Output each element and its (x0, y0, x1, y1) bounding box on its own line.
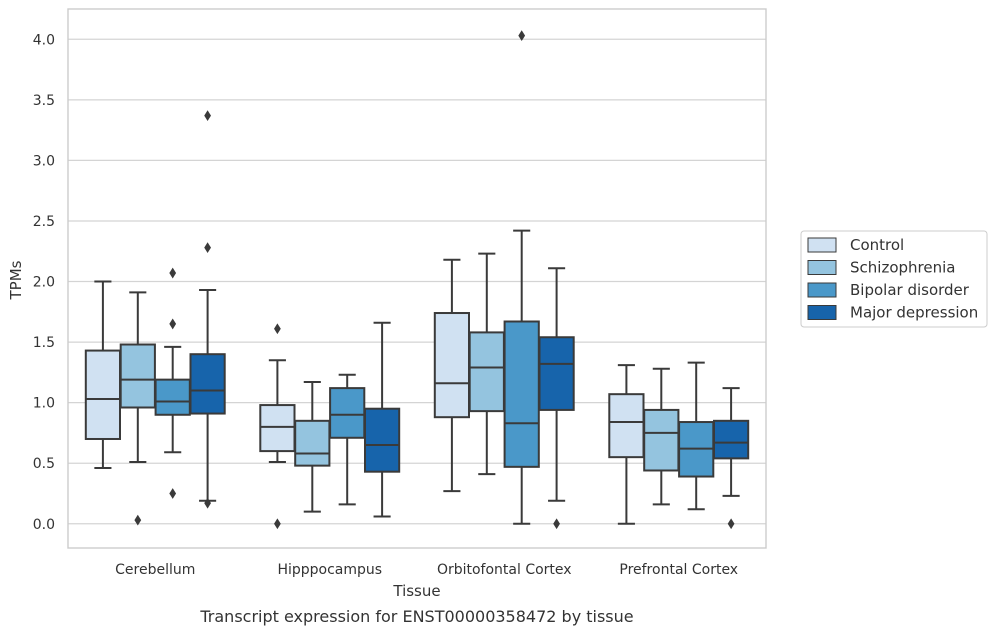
legend-swatch (807, 282, 837, 298)
y-tick-label: 0.0 (33, 517, 55, 533)
box-body (189, 353, 226, 415)
x-tick-label: Hipppocampus (277, 562, 382, 578)
y-tick-label: 4.0 (33, 32, 55, 48)
box-major-depression[interactable] (189, 110, 226, 509)
box-body (329, 387, 366, 439)
box-body (259, 404, 296, 453)
box-body (154, 378, 191, 416)
box-schizophrenia[interactable] (294, 381, 331, 513)
outlier-point (274, 518, 281, 530)
x-axis-label: Tissue (392, 582, 440, 600)
outlier-point (204, 110, 211, 121)
x-tick-label: Prefrontal Cortex (619, 562, 738, 578)
y-tick-label: 1.5 (33, 335, 55, 351)
plot-frame (67, 8, 767, 549)
box-body (503, 320, 540, 468)
legend[interactable]: Control Schizophrenia Bipolar disorder Majo… (800, 230, 988, 328)
outlier-point (553, 518, 560, 530)
box-schizophrenia[interactable] (468, 252, 505, 476)
box-body (119, 343, 156, 409)
box-schizophrenia[interactable] (643, 367, 680, 506)
x-tick-label: Cerebellum (115, 562, 195, 578)
legend-label: Bipolar disorder (850, 281, 970, 299)
box-body (538, 336, 575, 411)
y-tick-label: 1.0 (33, 396, 55, 412)
box-major-depression[interactable] (538, 267, 575, 530)
box-bipolar-disorder[interactable] (154, 267, 191, 499)
box-body (608, 393, 645, 459)
box-body (84, 349, 122, 440)
box-control[interactable] (84, 280, 122, 470)
outlier-point (169, 267, 177, 279)
outlier-point (134, 514, 142, 526)
legend-label: Major depression (850, 304, 978, 322)
outlier-point (518, 30, 526, 42)
box-body (643, 408, 680, 472)
y-tick-label: 3.5 (33, 93, 55, 109)
outlier-point (204, 242, 211, 254)
legend-item[interactable]: Bipolar disorder (807, 281, 970, 299)
box-body (433, 312, 471, 419)
legend-item[interactable]: Control (807, 236, 904, 254)
x-tick-label: Orbitofontal Cortex (437, 562, 572, 578)
box-groups (84, 30, 750, 530)
legend-item[interactable]: Major depression (807, 304, 978, 322)
legend-swatch (807, 305, 837, 320)
y-tick-label: 2.5 (33, 214, 55, 230)
box-bipolar-disorder[interactable] (678, 361, 715, 511)
legend-swatch (807, 237, 837, 253)
outlier-point (274, 323, 281, 335)
box-schizophrenia[interactable] (119, 291, 156, 526)
y-tick-label: 0.5 (33, 456, 55, 472)
outlier-point (169, 318, 177, 330)
legend-label: Control (850, 236, 904, 254)
box-body (294, 419, 331, 467)
box-major-depression[interactable] (363, 321, 401, 518)
legend-label: Schizophrenia (850, 259, 955, 277)
legend-swatch (807, 260, 837, 275)
box-body (363, 407, 401, 473)
x-tick-labels: Cerebellum Hipppocampus Orbitofontal Corte… (115, 562, 738, 578)
box-control[interactable] (259, 323, 296, 530)
y-tick-label: 2.0 (33, 275, 55, 291)
outlier-point (204, 497, 211, 509)
box-major-depression[interactable] (712, 387, 750, 530)
y-axis-label: TPMs (7, 260, 25, 300)
box-control[interactable] (433, 258, 471, 493)
outlier-point (169, 488, 177, 499)
box-body (712, 419, 750, 460)
y-tick-labels: 0.0 0.5 1.0 1.5 2.0 2.5 3.0 3.5 4.0 (33, 32, 55, 532)
box-bipolar-disorder[interactable] (329, 373, 366, 506)
figure-caption: Transcript expression for ENST0000035847… (199, 607, 633, 626)
y-tick-label: 3.0 (33, 153, 55, 169)
box-control[interactable] (608, 364, 645, 525)
legend-frame (800, 230, 988, 328)
box-body (468, 331, 505, 413)
legend-item[interactable]: Schizophrenia (807, 259, 955, 277)
box-bipolar-disorder[interactable] (503, 30, 540, 525)
outlier-point (727, 518, 735, 530)
